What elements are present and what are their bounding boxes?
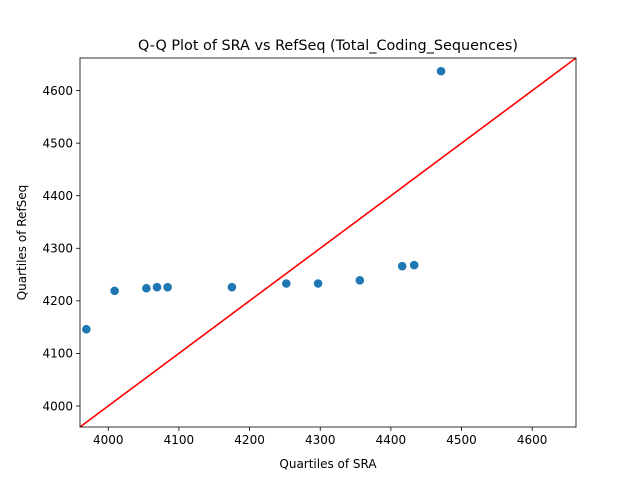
y-tick-label: 4100 bbox=[42, 347, 73, 361]
x-tick-label: 4600 bbox=[517, 433, 548, 447]
data-point-8 bbox=[313, 279, 323, 288]
x-tick-label: 4100 bbox=[164, 433, 195, 447]
data-point-11 bbox=[409, 260, 419, 270]
x-axis-ticks: 4000 4100 4200 4300 4400 4500 4600 bbox=[93, 427, 547, 447]
y-tick-label: 4000 bbox=[42, 399, 73, 413]
y-tick-label: 4200 bbox=[42, 294, 73, 308]
points-layer bbox=[82, 66, 446, 334]
axes-frame bbox=[79, 57, 577, 428]
x-axis-label: Quartiles of SRA bbox=[279, 457, 377, 471]
y-tick-label: 4400 bbox=[42, 189, 73, 203]
data-point-4 bbox=[152, 282, 162, 292]
data-point-1 bbox=[82, 324, 91, 334]
data-point-5 bbox=[163, 282, 172, 292]
reference-line-layer bbox=[79, 57, 577, 428]
y-tick-label: 4500 bbox=[42, 136, 73, 150]
y-tick-label: 4300 bbox=[42, 242, 73, 256]
plot-area bbox=[79, 57, 577, 428]
data-point-2 bbox=[110, 286, 119, 296]
chart-title: Q-Q Plot of SRA vs RefSeq (Total_Coding_… bbox=[138, 38, 518, 54]
y-axis-ticks: 4000 4100 4200 4300 4400 4500 4600 bbox=[42, 84, 80, 413]
y-tick-label: 4600 bbox=[42, 84, 73, 98]
y-axis-label: Quartiles of RefSeq bbox=[15, 185, 29, 301]
x-tick-label: 4200 bbox=[234, 433, 265, 447]
x-tick-label: 4300 bbox=[305, 433, 336, 447]
x-tick-label: 4000 bbox=[93, 433, 124, 447]
data-point-7 bbox=[282, 279, 291, 288]
data-point-3 bbox=[142, 283, 151, 293]
data-point-10 bbox=[397, 261, 407, 271]
data-point-6 bbox=[227, 282, 237, 292]
x-tick-label: 4500 bbox=[446, 433, 477, 447]
reference-line bbox=[79, 57, 577, 428]
x-tick-label: 4400 bbox=[376, 433, 407, 447]
data-point-9 bbox=[355, 276, 365, 285]
data-point-12 bbox=[436, 66, 446, 76]
